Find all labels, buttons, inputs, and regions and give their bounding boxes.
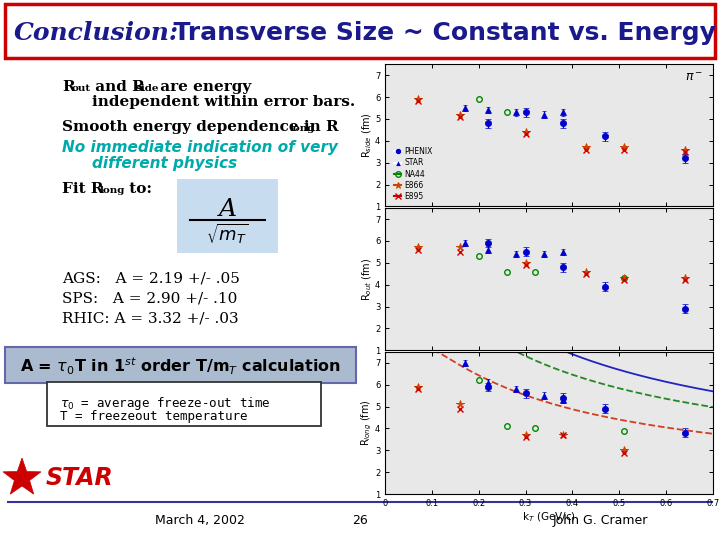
Text: SPS:   A = 2.90 +/- .10: SPS: A = 2.90 +/- .10 xyxy=(62,292,238,306)
Text: C. Adler et al., PRL 87, 082301: C. Adler et al., PRL 87, 082301 xyxy=(388,89,570,99)
Text: long: long xyxy=(290,124,315,133)
Text: 26: 26 xyxy=(352,514,368,527)
X-axis label: k$_T$ (GeV/c): k$_T$ (GeV/c) xyxy=(522,511,576,524)
Text: different physics: different physics xyxy=(92,156,238,171)
Text: long: long xyxy=(100,186,125,195)
Text: and R: and R xyxy=(90,80,145,94)
Text: No immediate indication of very: No immediate indication of very xyxy=(62,140,338,155)
Legend: PHENIX, STAR, NA44, E866, E895: PHENIX, STAR, NA44, E866, E895 xyxy=(392,145,434,202)
Text: are energy: are energy xyxy=(155,80,251,94)
Text: Smooth energy dependence in R: Smooth energy dependence in R xyxy=(62,120,338,134)
Text: March 4, 2002: March 4, 2002 xyxy=(155,514,245,527)
Text: A = $\tau_0$T in 1$^{st}$ order T/m$_T$ calculation: A = $\tau_0$T in 1$^{st}$ order T/m$_T$ … xyxy=(19,355,341,377)
Text: I.G. Bearden et al., EJP C18, 317 (2000): I.G. Bearden et al., EJP C18, 317 (2000) xyxy=(388,101,623,111)
Text: R. Soltz et al., to be sub PRC: R. Soltz et al., to be sub PRC xyxy=(388,77,564,87)
Text: to:: to: xyxy=(124,182,152,196)
Text: independent within error bars.: independent within error bars. xyxy=(92,95,355,109)
Y-axis label: R$_{side}$ (fm): R$_{side}$ (fm) xyxy=(360,112,374,158)
FancyBboxPatch shape xyxy=(5,4,715,58)
Y-axis label: R$_{long}$ (fm): R$_{long}$ (fm) xyxy=(359,400,374,447)
Text: AGS:   A = 2.19 +/- .05: AGS: A = 2.19 +/- .05 xyxy=(62,272,240,286)
Text: $\boldsymbol{\tau_0}$ = average freeze-out time: $\boldsymbol{\tau_0}$ = average freeze-o… xyxy=(60,395,271,412)
FancyBboxPatch shape xyxy=(177,179,278,253)
Text: Transverse Size ~ Constant vs. Energy: Transverse Size ~ Constant vs. Energy xyxy=(156,21,716,45)
Text: Fit R: Fit R xyxy=(62,182,104,196)
Text: $\sqrt{m_T}$: $\sqrt{m_T}$ xyxy=(206,222,249,246)
Text: R: R xyxy=(62,80,75,94)
Text: STAR: STAR xyxy=(46,466,114,490)
Text: John G. Cramer: John G. Cramer xyxy=(552,514,648,527)
Y-axis label: R$_{out}$ (fm): R$_{out}$ (fm) xyxy=(360,258,374,301)
FancyBboxPatch shape xyxy=(47,382,321,426)
Text: out: out xyxy=(72,84,91,93)
Text: $\pi^-$: $\pi^-$ xyxy=(685,71,703,84)
Text: T = freezeout temperature: T = freezeout temperature xyxy=(60,410,248,423)
Text: M. Lisa et al., PRL 84, 2798 (2000): M. Lisa et al., PRL 84, 2798 (2000) xyxy=(388,65,593,75)
Text: RHIC: A = 3.32 +/- .03: RHIC: A = 3.32 +/- .03 xyxy=(62,312,238,326)
Text: Conclusion:: Conclusion: xyxy=(14,21,179,45)
Polygon shape xyxy=(3,458,41,494)
Text: side: side xyxy=(135,84,158,93)
FancyBboxPatch shape xyxy=(5,347,356,383)
Text: A: A xyxy=(218,198,236,221)
